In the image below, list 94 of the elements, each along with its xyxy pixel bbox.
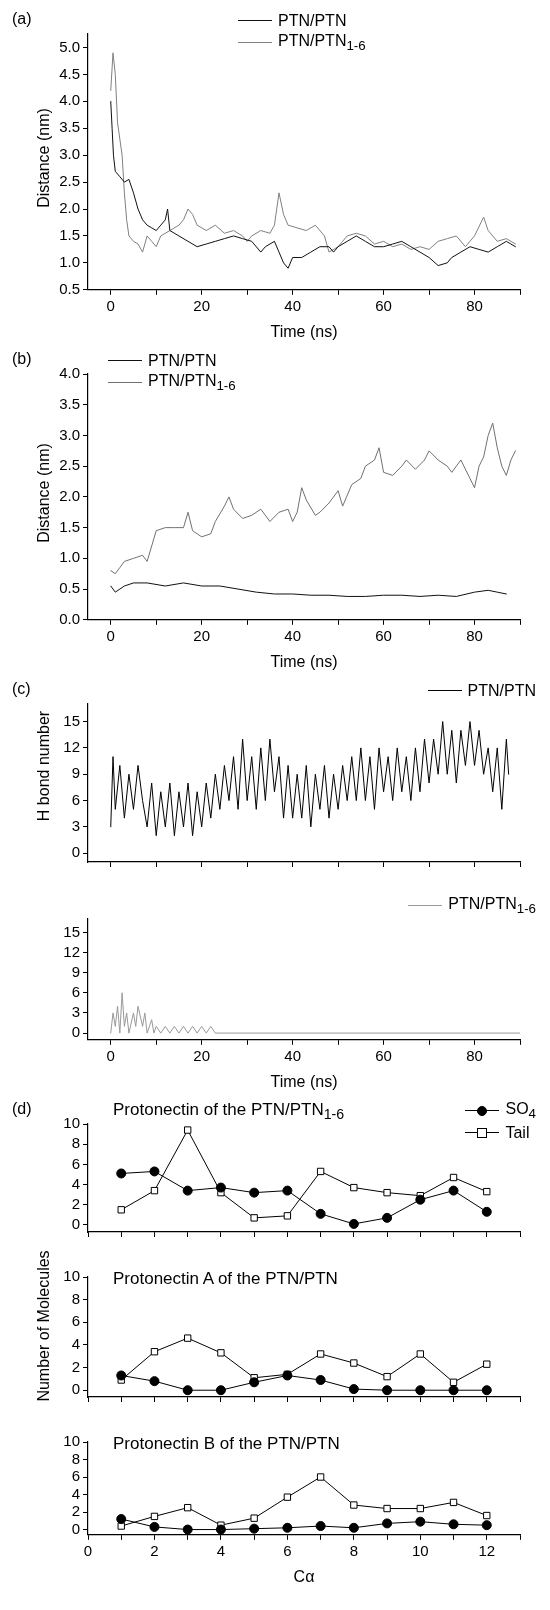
- y-tick-label: 1.5: [59, 226, 80, 244]
- y-tick-label: 2: [71, 1194, 80, 1212]
- x-tick-label: 60: [375, 296, 392, 314]
- y-tick-label: 4: [71, 1174, 80, 1192]
- x-tick-label: 20: [193, 626, 211, 644]
- chart-title: Protonectin B of the PTN/PTN: [113, 1434, 340, 1454]
- y-tick-label: 0: [71, 1215, 80, 1233]
- y-tick-label: 2.0: [59, 199, 80, 217]
- x-tick-label: 0: [83, 1541, 93, 1559]
- legend-label: PTN/PTN: [467, 682, 536, 700]
- legend-label: SO$_{4}$: [505, 1100, 536, 1122]
- y-tick-label: 3.5: [59, 118, 80, 136]
- y-tick-label: 15: [63, 711, 80, 729]
- y-tick-label: 10: [63, 1432, 80, 1450]
- y-tick-label: 6: [71, 1154, 80, 1172]
- y-tick-label: 0.5: [59, 279, 80, 297]
- x-axis-title: Time (ns): [270, 652, 338, 670]
- y-tick-label: 8: [71, 1134, 80, 1152]
- y-axis-title: Distance (nm): [35, 108, 53, 208]
- text: (c): [12, 680, 31, 698]
- y-tick-label: 5.0: [59, 37, 80, 55]
- y-tick-label: 0.0: [59, 609, 80, 627]
- y-tick-label: 1.0: [59, 253, 80, 271]
- y-tick-label: 6: [71, 1312, 80, 1330]
- x-tick-label: 40: [284, 626, 301, 644]
- x-axis-title: Time (ns): [270, 1072, 338, 1090]
- y-tick-label: 10: [63, 1114, 80, 1132]
- y-tick-label: 12: [63, 942, 80, 960]
- x-tick-label: 80: [466, 1046, 483, 1064]
- x-tick-label: 60: [375, 626, 392, 644]
- x-tick-label: 20: [193, 1046, 211, 1064]
- legend-label: PTN/PTN$_{1-6}$: [448, 895, 536, 917]
- legend-label: PTN/PTN$_{1-6}$: [148, 372, 236, 394]
- y-tick-label: 9: [71, 962, 80, 980]
- chart-title: Protonectin A of the PTN/PTN: [113, 1269, 338, 1289]
- y-tick-label: 0: [71, 843, 80, 861]
- x-axis-title: Time (ns): [270, 322, 338, 340]
- legend-label: Tail: [505, 1124, 530, 1142]
- legend-label: PTN/PTN: [278, 12, 347, 30]
- text: (a): [12, 10, 32, 28]
- y-tick-label: 0: [71, 1023, 80, 1041]
- y-tick-label: 2.5: [59, 172, 80, 190]
- y-axis-title: Number of Molecules: [35, 1249, 53, 1402]
- y-tick-label: 8: [71, 1449, 80, 1467]
- y-tick-label: 2: [71, 1502, 80, 1520]
- y-tick-label: 4.0: [59, 364, 80, 382]
- y-tick-label: 3.0: [59, 425, 80, 443]
- y-tick-label: 9: [71, 764, 80, 782]
- text: (d): [12, 1100, 32, 1118]
- y-tick-label: 6: [71, 790, 80, 808]
- y-tick-label: 0.5: [59, 579, 80, 597]
- y-tick-label: 12: [63, 738, 80, 756]
- y-tick-label: 15: [63, 922, 80, 940]
- y-tick-label: 0: [71, 1519, 80, 1537]
- y-tick-label: 4: [71, 1335, 80, 1353]
- y-tick-label: 10: [63, 1267, 80, 1285]
- y-tick-label: 6: [71, 1467, 80, 1485]
- y-tick-label: 1.5: [59, 517, 80, 535]
- chart-title: Protonectin of the PTN/PTN$_{1-6}$: [113, 1100, 345, 1123]
- x-tick-label: 60: [375, 1046, 392, 1064]
- y-tick-label: 3.0: [59, 145, 80, 163]
- y-tick-label: 4: [71, 1484, 80, 1502]
- x-tick-label: 0: [106, 626, 115, 644]
- x-tick-label: 80: [466, 626, 483, 644]
- y-tick-label: 6: [71, 982, 80, 1000]
- x-tick-label: 10: [411, 1541, 429, 1559]
- y-tick-label: 3: [71, 817, 80, 835]
- y-tick-label: 2.5: [59, 456, 80, 474]
- x-tick-label: 8: [349, 1541, 359, 1559]
- x-tick-label: 0: [106, 296, 115, 314]
- y-tick-label: 4.0: [59, 91, 80, 109]
- y-tick-label: 2.0: [59, 487, 80, 505]
- y-tick-label: 4.5: [59, 64, 80, 82]
- y-tick-label: 1.0: [59, 548, 80, 566]
- y-axis-title: H bond number: [35, 710, 53, 821]
- x-tick-label: 20: [193, 296, 211, 314]
- x-tick-label: 80: [466, 296, 483, 314]
- text: (b): [12, 350, 32, 368]
- x-tick-label: 40: [284, 1046, 301, 1064]
- y-tick-label: 0: [71, 1380, 80, 1398]
- y-tick-label: 8: [71, 1289, 80, 1307]
- x-tick-label: 0: [106, 1046, 115, 1064]
- legend-label: PTN/PTN$_{1-6}$: [278, 32, 366, 54]
- y-tick-label: 2: [71, 1357, 80, 1375]
- y-tick-label: 3.5: [59, 394, 80, 412]
- x-tick-label: 12: [478, 1541, 496, 1559]
- x-tick-label: 2: [150, 1541, 159, 1559]
- y-tick-label: 3: [71, 1003, 80, 1021]
- x-axis-title: Cα: [293, 1567, 315, 1585]
- legend-label: PTN/PTN: [148, 352, 217, 370]
- x-tick-label: 40: [284, 296, 301, 314]
- x-tick-label: 4: [216, 1541, 226, 1559]
- y-axis-title: Distance (nm): [35, 443, 53, 543]
- x-tick-label: 6: [283, 1541, 292, 1559]
